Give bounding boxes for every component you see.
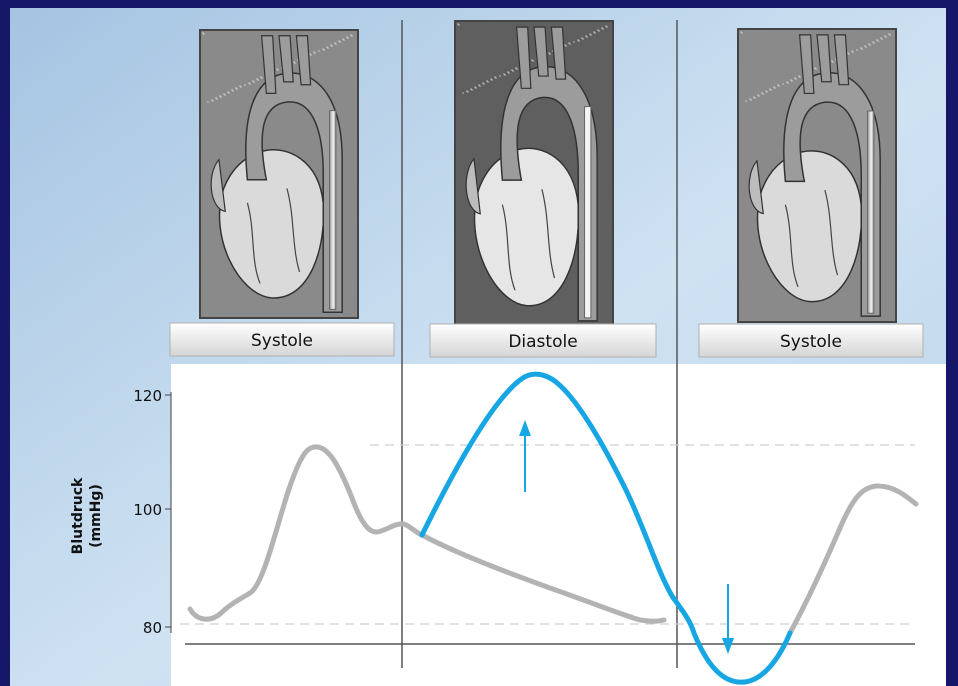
panel-label-text: Diastole (508, 332, 577, 352)
y-axis-title: Blutdruck (mmHg) (70, 477, 104, 554)
heart-illustration-systole-2 (737, 28, 897, 323)
panel-label-systole-1: Systole (169, 322, 395, 357)
y-tick-label: 100 (133, 501, 162, 519)
panel-label-diastole: Diastole (429, 323, 657, 358)
heart-illustration-diastole (454, 20, 614, 328)
down-arrow-icon (722, 584, 734, 654)
y-tick-label: 120 (133, 387, 162, 405)
plot-area (171, 364, 946, 686)
heart-illustration-systole-1 (199, 29, 359, 319)
panel-label-systole-2: Systole (698, 323, 924, 358)
y-axis-title-line1: Blutdruck (70, 477, 86, 554)
y-tick-label: 80 (143, 619, 162, 637)
normal-pressure-curve (187, 444, 667, 624)
panel-label-text: Systole (780, 332, 842, 352)
y-axis-title-line2: (mmHg) (88, 484, 104, 548)
augmented-pressure-curve (419, 371, 793, 685)
diagram-canvas: Systole Diastole Systole 120 100 80 Blut… (10, 8, 946, 686)
panel-label-text: Systole (251, 331, 313, 351)
up-arrow-icon (519, 420, 531, 492)
normal-pressure-curve-segment (787, 483, 919, 636)
